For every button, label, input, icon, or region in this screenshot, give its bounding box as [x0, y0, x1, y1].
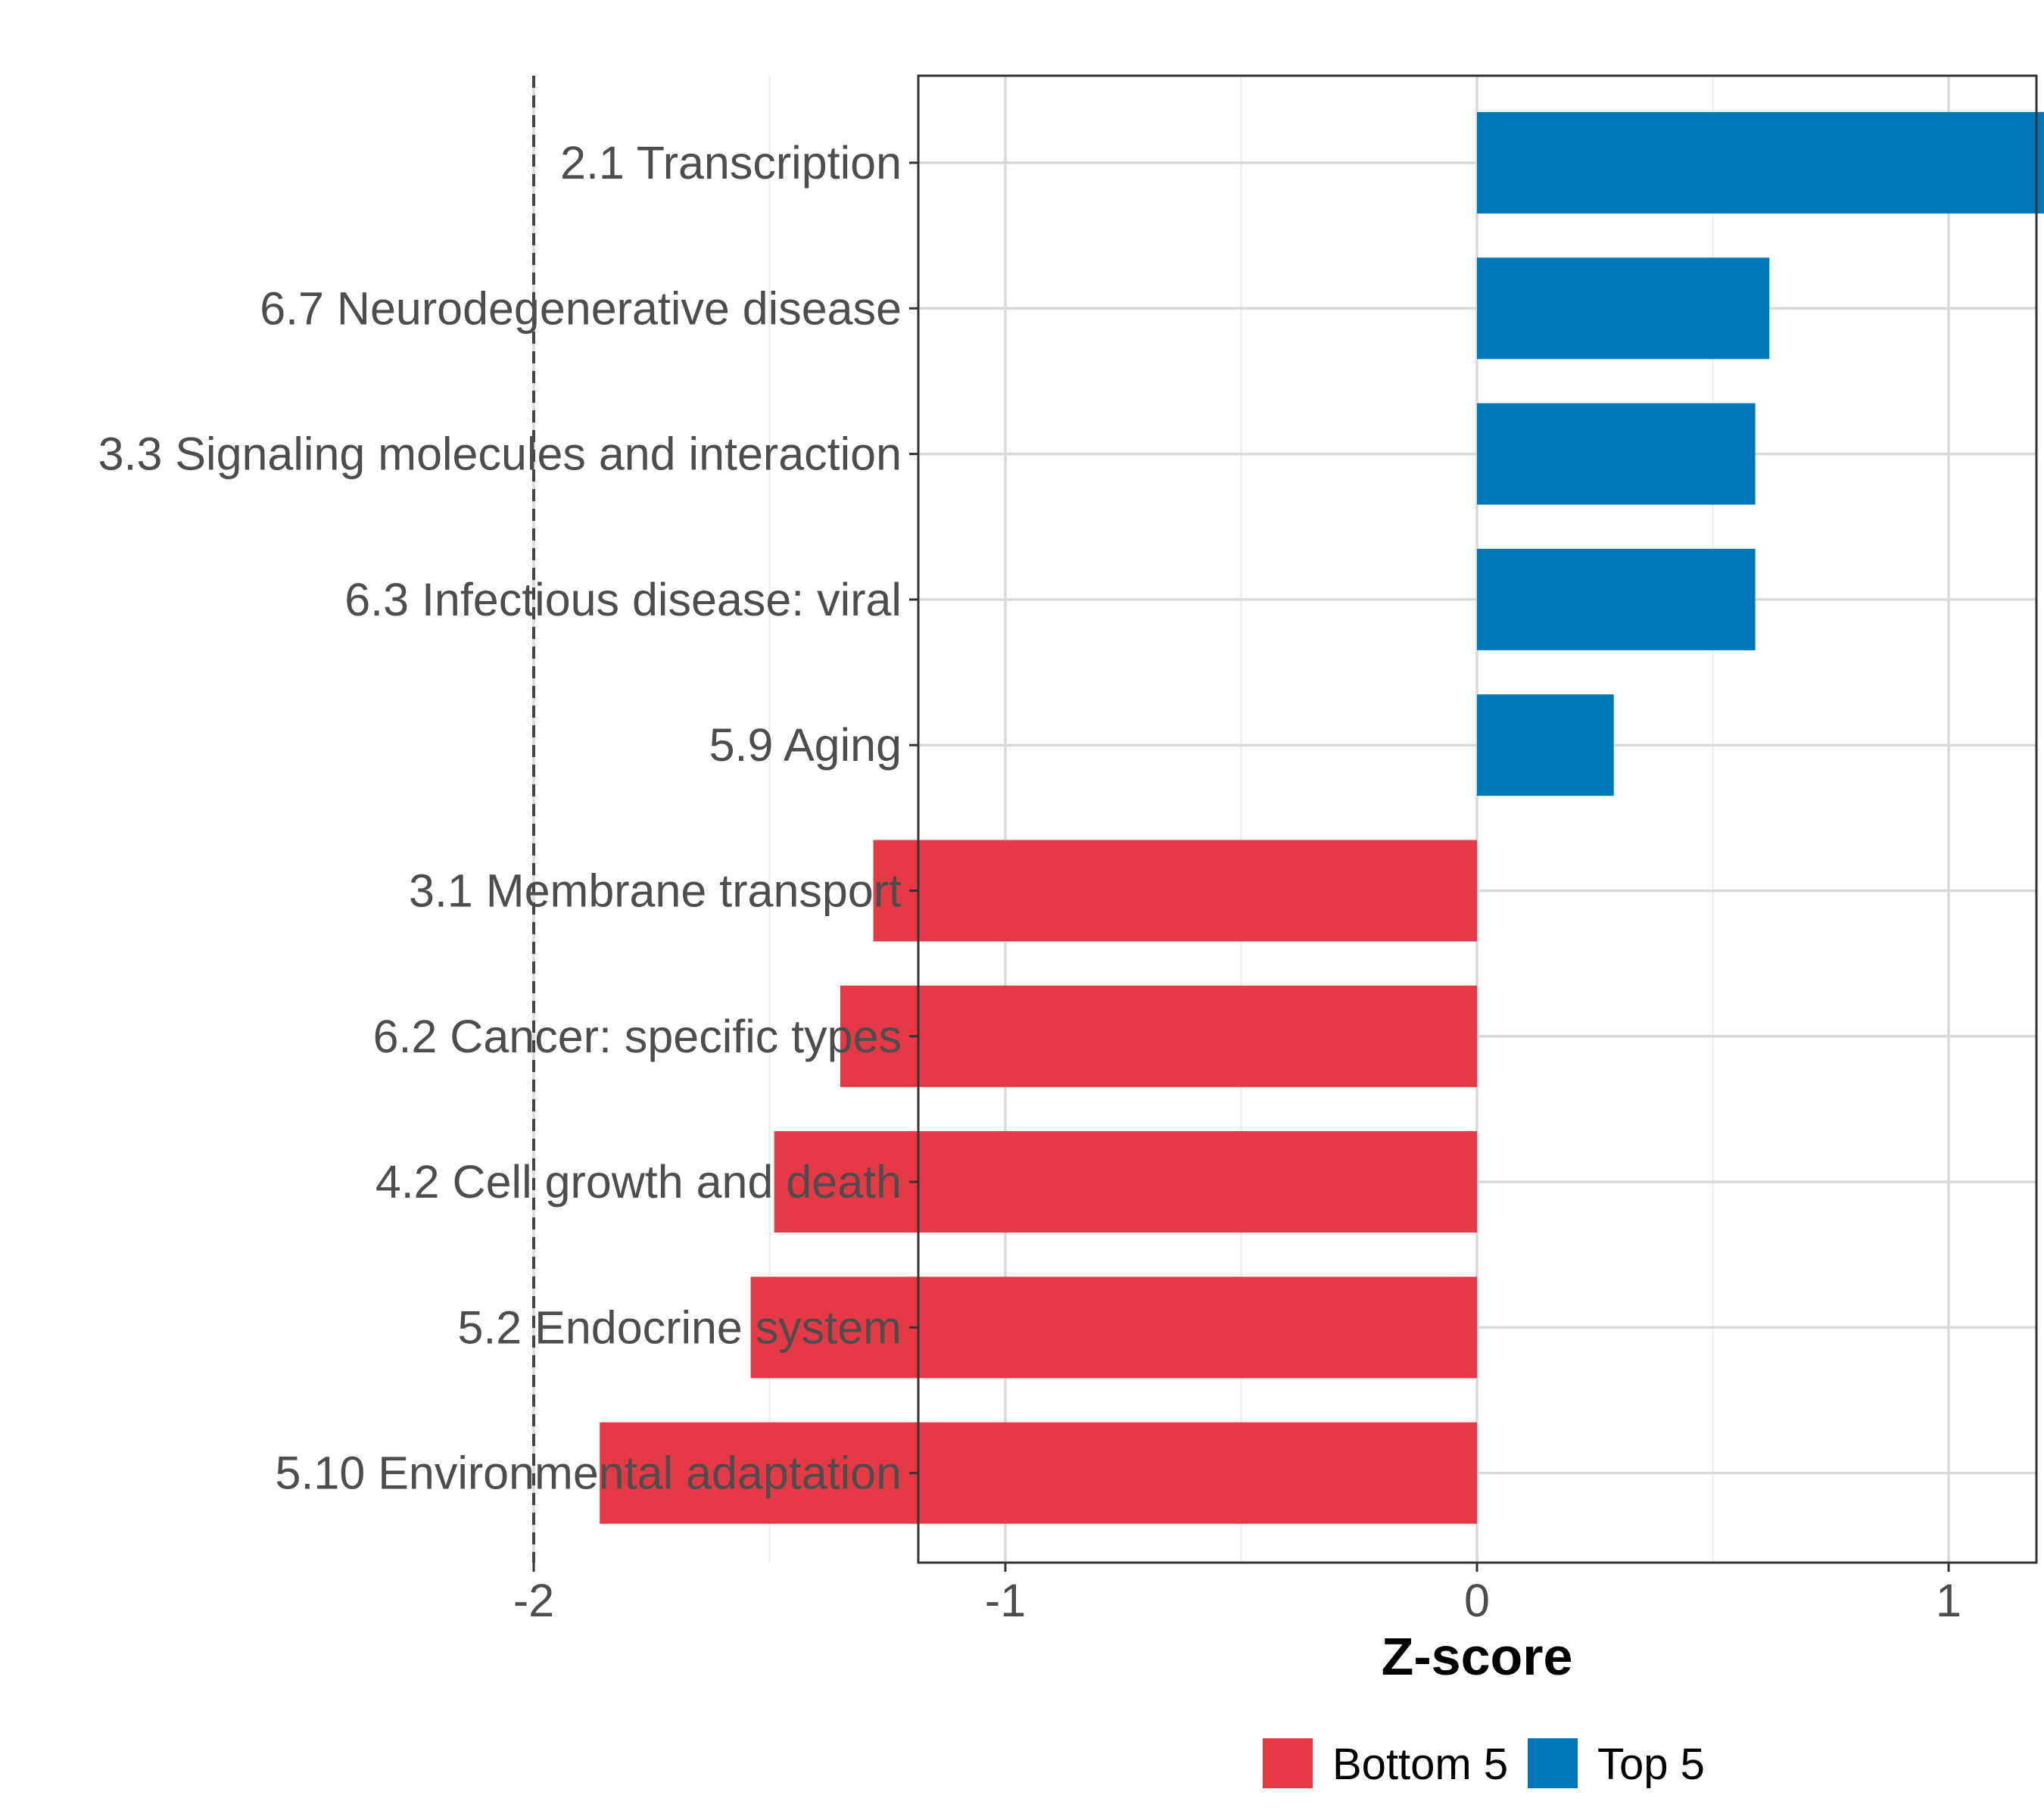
- legend: Bottom 5 Top 5: [1263, 1738, 1705, 1789]
- legend-label: Top 5: [1597, 1740, 1705, 1789]
- y-tick-label: 6.2 Cancer: specific types: [373, 1011, 902, 1062]
- bars: [600, 112, 2044, 1524]
- x-tick-label: 1: [1936, 1575, 1961, 1626]
- reference-lines: [532, 76, 535, 1563]
- x-tick-label: -2: [513, 1575, 554, 1626]
- legend-swatch: [1528, 1738, 1578, 1788]
- bar: [873, 840, 1477, 942]
- bar: [1477, 548, 1756, 650]
- x-axis: -2-1012: [513, 1563, 1961, 1626]
- legend-label: Bottom 5: [1332, 1740, 1508, 1789]
- bar: [774, 1131, 1477, 1233]
- y-axis: 2.1 Transcription 6.7 Neurodegenerative d…: [98, 137, 918, 1499]
- bar: [1477, 257, 1770, 360]
- bar: [600, 1422, 1477, 1524]
- legend-swatch: [1263, 1738, 1313, 1788]
- y-tick-label: 5.10 Environmental adaptation: [276, 1448, 902, 1499]
- bar: [1477, 694, 1614, 796]
- y-tick-label: 2.1 Transcription: [560, 137, 902, 189]
- bar: [840, 985, 1477, 1087]
- y-tick-label: 3.3 Signaling molecules and interaction: [98, 429, 902, 480]
- bar: [1477, 403, 1756, 505]
- x-tick-label: 0: [1464, 1575, 1490, 1626]
- y-tick-label: 5.9 Aging: [709, 719, 902, 771]
- bar: [1477, 112, 2044, 213]
- y-tick-label: 5.2 Endocrine system: [457, 1301, 902, 1353]
- x-axis-title: Z-score: [1382, 1627, 1573, 1686]
- y-tick-label: 4.2 Cell growth and death: [375, 1156, 902, 1208]
- bar: [750, 1276, 1477, 1379]
- y-tick-label: 3.1 Membrane transport: [409, 865, 902, 917]
- y-tick-label: 6.3 Infectious disease: viral: [344, 574, 902, 625]
- x-tick-label: -1: [985, 1575, 1026, 1626]
- y-tick-label: 6.7 Neurodegenerative disease: [260, 282, 902, 334]
